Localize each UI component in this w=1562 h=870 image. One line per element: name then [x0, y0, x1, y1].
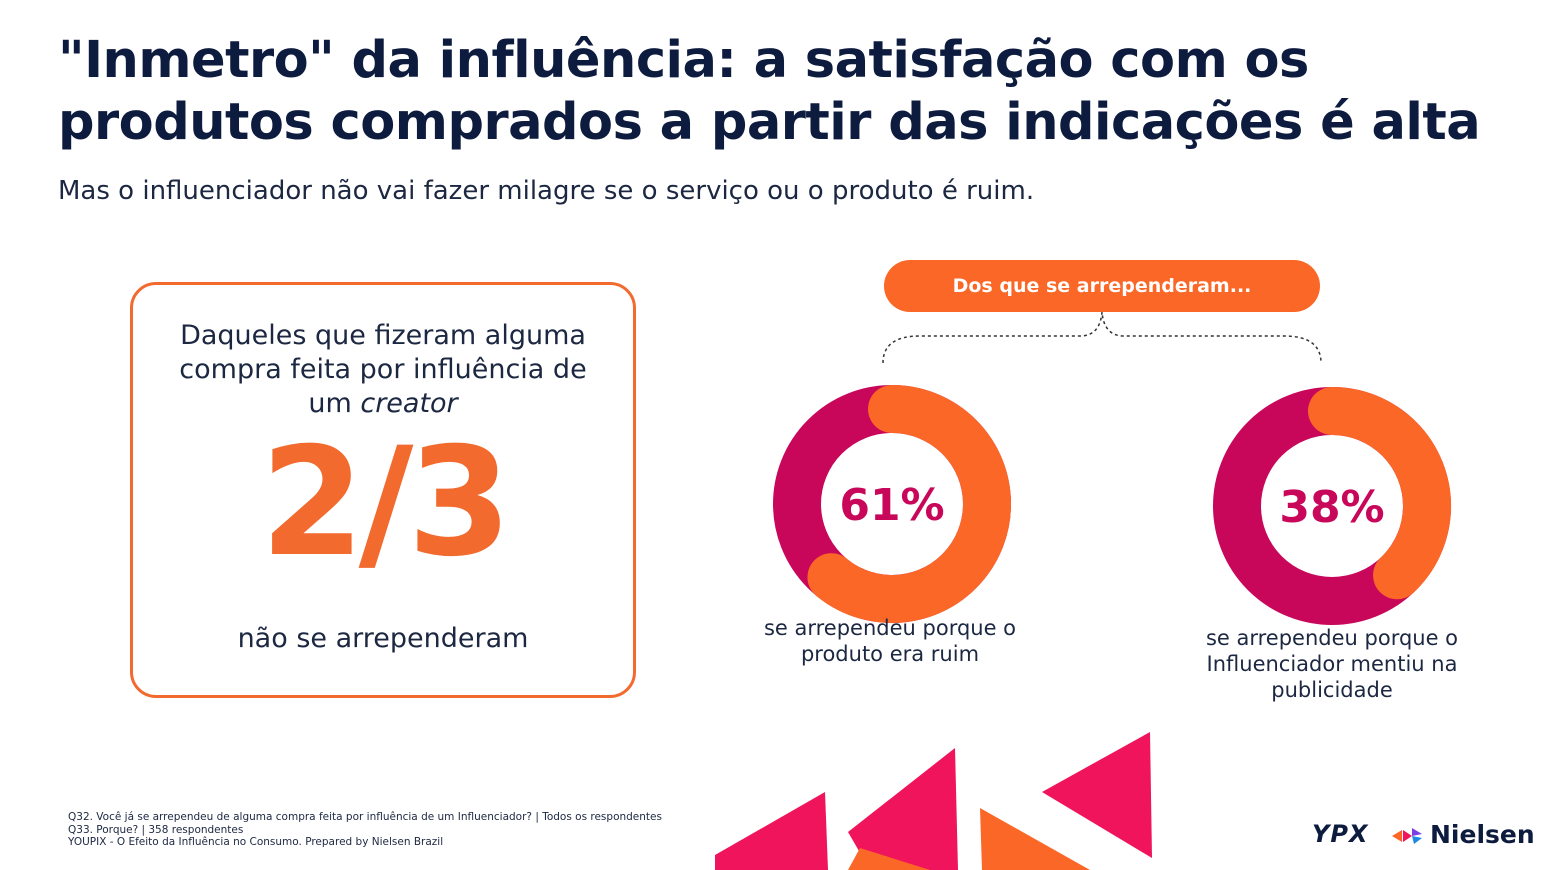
brace-connector [882, 311, 1322, 364]
donut-label-line: se arrependeu porque o [763, 616, 1017, 640]
nielsen-logo-mark-icon [1392, 828, 1422, 844]
donut-label-line: produto era ruim [800, 642, 980, 666]
donut-center-value: 38% [1279, 482, 1384, 533]
page-title: "Inmetro" da influência: a satisfação co… [58, 30, 1518, 154]
stat-card: Daqueles que fizeram alguma compra feita… [130, 282, 636, 698]
page-subtitle: Mas o influenciador não vai fazer milagr… [58, 176, 1035, 206]
donut-label-influencer-lied: se arrependeu porque o Influenciador men… [1182, 625, 1482, 703]
donut-label-line: publicidade [1271, 678, 1393, 702]
ypx-logo: YPX [1312, 820, 1369, 848]
card-intro-line-2: compra feita por influência de [179, 354, 587, 385]
card-outro: não se arrependeram [237, 623, 529, 654]
footnotes: Q32. Você já se arrependeu de alguma com… [68, 811, 662, 849]
donut-slice-value [1308, 387, 1451, 600]
card-intro-prefix: um [308, 388, 361, 419]
donut-label-line: Influenciador mentiu na [1206, 652, 1458, 676]
regret-header-pill: Dos que se arrependeram... [884, 260, 1320, 312]
donut-label-line: se arrependeu porque o [1205, 626, 1459, 650]
footnote-line: YOUPIX - O Efeito da Influência no Consu… [68, 836, 444, 848]
donut-slice-value [807, 385, 1011, 623]
title-line-2: produtos comprados a partir das indicaçõ… [58, 93, 1481, 152]
card-intro-line-1: Daqueles que fizeram alguma [180, 320, 586, 351]
donut-center-value: 61% [839, 480, 944, 531]
title-line-1: "Inmetro" da influência: a satisfação co… [58, 31, 1309, 90]
footnote-line: Q32. Você já se arrependeu de alguma com… [68, 811, 662, 823]
decorative-triangles-graphic [715, 732, 1152, 870]
nielsen-logo: Nielsen [1430, 820, 1535, 849]
donut-chart-influencer-lied: 38% [1213, 387, 1451, 625]
donut-chart-product-bad: 61% [773, 385, 1011, 623]
donut-label-product-bad: se arrependeu porque o produto era ruim [740, 615, 1040, 667]
stat-value: 2/3 [260, 416, 512, 590]
card-intro-line-3: um creator [133, 387, 633, 421]
card-intro: Daqueles que fizeram alguma compra feita… [133, 319, 633, 421]
footnote-line: Q33. Porque? | 358 respondentes [68, 823, 244, 836]
card-intro-emphasis: creator [360, 388, 458, 419]
